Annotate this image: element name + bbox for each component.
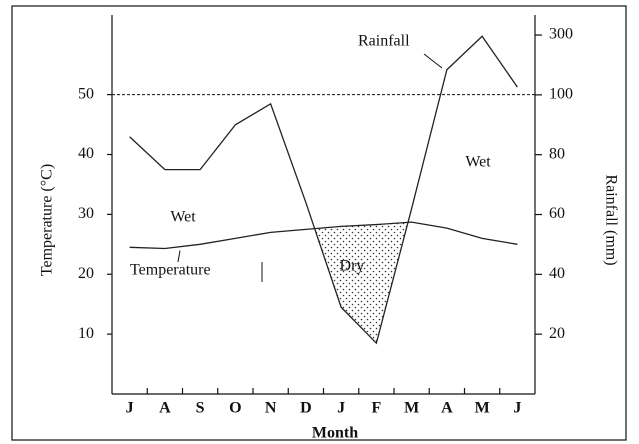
leader xyxy=(177,250,181,263)
y-tick-label: 40 xyxy=(78,145,94,162)
annotation: Dry xyxy=(340,258,365,275)
x-tick-label: J xyxy=(126,400,134,417)
dry-area xyxy=(315,222,408,343)
y2-tick-label: 100 xyxy=(549,86,573,103)
x-tick-label: F xyxy=(371,400,381,417)
x-axis-label: Month xyxy=(312,425,358,442)
annotation: Wet xyxy=(170,209,196,226)
x-tick-label: S xyxy=(196,400,205,417)
x-tick-label: M xyxy=(475,400,490,417)
x-tick-label: J xyxy=(513,400,521,417)
x-tick-label: D xyxy=(300,400,312,417)
frame xyxy=(11,5,627,441)
y-tick-label: 10 xyxy=(78,325,94,342)
y2-tick-label: 40 xyxy=(549,265,565,282)
y2-tick-label: 60 xyxy=(549,205,565,222)
x-tick-label: N xyxy=(265,400,277,417)
x-tick-label: J xyxy=(337,400,345,417)
x-tick-label: O xyxy=(229,400,241,417)
x-tick-label: A xyxy=(159,400,171,417)
y-tick-label: 50 xyxy=(78,85,94,102)
line-rainfall xyxy=(129,35,518,345)
leader xyxy=(423,53,443,69)
annotation: Wet xyxy=(465,154,491,171)
y2-tick-label: 300 xyxy=(549,26,573,43)
y-tick-label: 20 xyxy=(78,265,94,282)
x-tick-label: M xyxy=(404,400,419,417)
line-temperature xyxy=(129,221,518,250)
series-label: Temperature xyxy=(130,262,211,279)
y-tick-label: 30 xyxy=(78,205,94,222)
series-label: Rainfall xyxy=(358,33,410,50)
y2-tick-label: 20 xyxy=(549,325,565,342)
y2-tick-label: 80 xyxy=(549,145,565,162)
y2-axis-label: Rainfall (mm) xyxy=(602,174,619,265)
y-axis-label: Temperature (°C) xyxy=(39,164,56,276)
x-tick-label: A xyxy=(441,400,453,417)
